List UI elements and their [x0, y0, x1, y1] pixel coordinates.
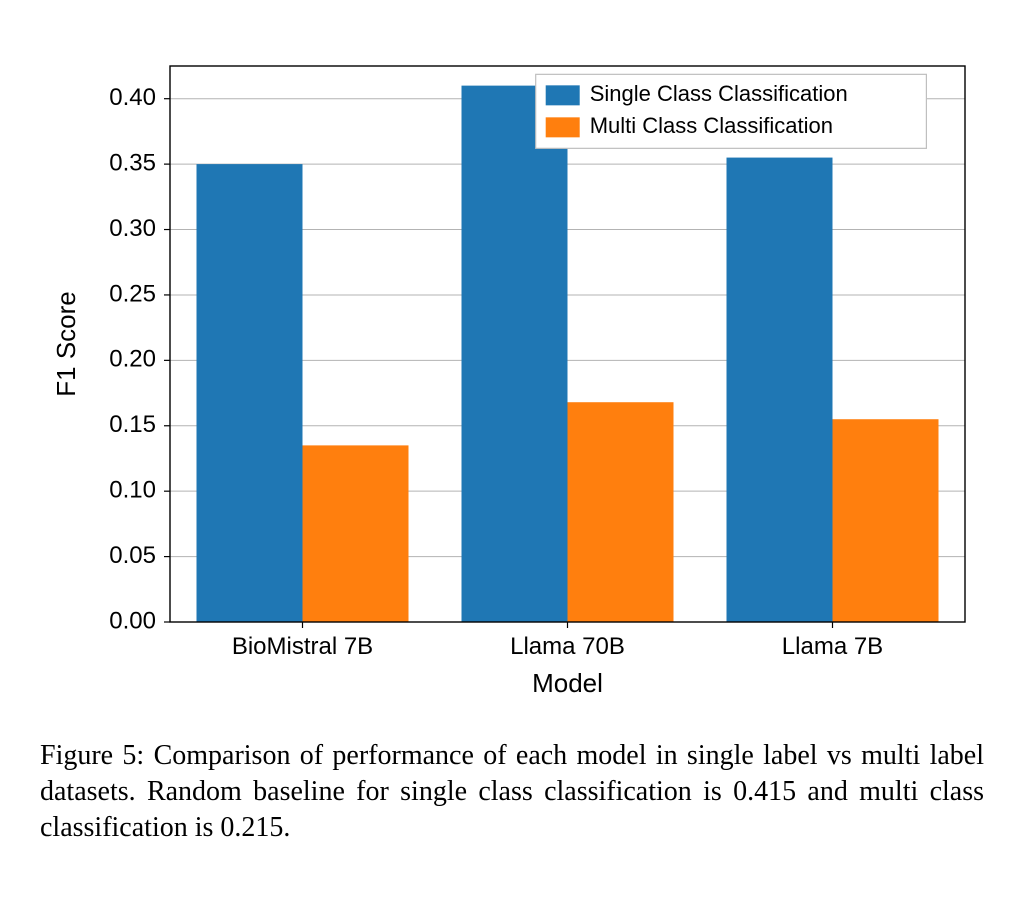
y-tick-label: 0.05 [109, 542, 156, 569]
x-tick-label: BioMistral 7B [232, 633, 373, 660]
y-axis-label: F1 Score [51, 291, 81, 397]
y-tick-label: 0.35 [109, 149, 156, 176]
chart-area: 0.00 0.05 0.10 0.15 0.20 0.25 0.30 0.35 0.40 BioM… [40, 30, 984, 710]
bar [197, 164, 303, 622]
y-tick-label: 0.15 [109, 411, 156, 438]
bar-chart: 0.00 0.05 0.10 0.15 0.20 0.25 0.30 0.35 0.40 BioM… [40, 30, 984, 710]
x-axis-label: Model [532, 668, 603, 698]
y-tick-label: 0.30 [109, 215, 156, 242]
legend-swatch [546, 117, 580, 137]
bar [303, 445, 409, 622]
x-tick-label: Llama 70B [510, 633, 625, 660]
legend: Single Class Classification Multi Class C… [536, 74, 927, 148]
y-tick-label: 0.25 [109, 280, 156, 307]
caption-label: Figure 5: [40, 740, 144, 771]
legend-swatch [546, 85, 580, 105]
legend-label: Multi Class Classification [590, 113, 833, 138]
figure-container: 0.00 0.05 0.10 0.15 0.20 0.25 0.30 0.35 0.40 BioM… [0, 0, 1024, 908]
bar [727, 158, 833, 622]
figure-caption: Figure 5: Comparison of performance of e… [40, 738, 984, 845]
bar [568, 402, 674, 622]
bar [462, 86, 568, 622]
bar [833, 419, 939, 622]
y-tick-label: 0.40 [109, 84, 156, 111]
caption-text: Comparison of performance of each model … [40, 740, 984, 843]
x-tick-label: Llama 7B [782, 633, 883, 660]
y-tick-label: 0.20 [109, 346, 156, 373]
y-tick-label: 0.00 [109, 607, 156, 634]
legend-label: Single Class Classification [590, 81, 848, 106]
y-tick-label: 0.10 [109, 477, 156, 504]
